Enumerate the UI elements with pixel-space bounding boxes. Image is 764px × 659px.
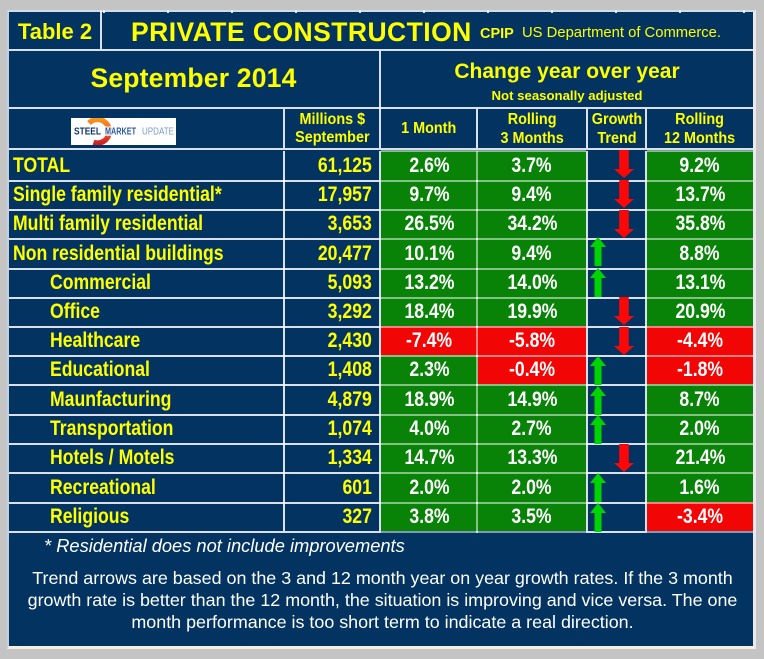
svg-text:UPDATE: UPDATE [142,126,174,138]
svg-text:STEEL: STEEL [74,126,101,138]
svg-text:MARKET: MARKET [105,126,136,138]
